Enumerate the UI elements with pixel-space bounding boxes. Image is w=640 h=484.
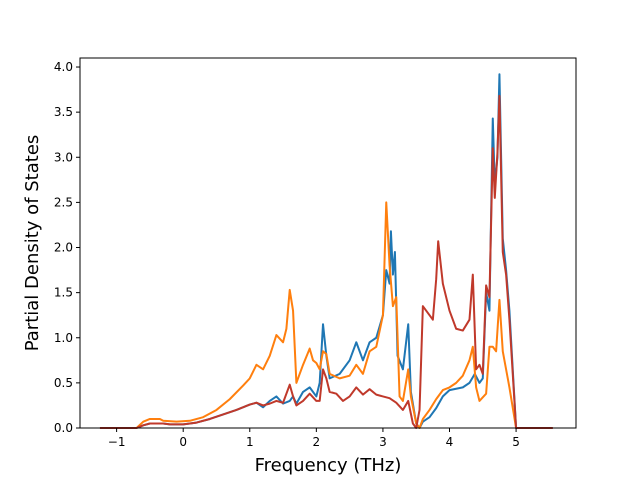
x-tick-label: 1: [246, 435, 254, 449]
axes-layer: [79, 57, 577, 429]
y-tick-label: 2.5: [54, 195, 73, 209]
ticks-layer: −1 0 1 2 3 4 5 0.0 0.5 1.0 1.5 2.0 2.5 3.0 3.5 4.0: [54, 60, 520, 449]
y-tick-label: 0.5: [54, 376, 73, 390]
series-line-1: [99, 73, 553, 429]
y-tick-label: 1.5: [54, 286, 73, 300]
series-line-3: [99, 94, 553, 429]
y-axis-label: Partial Density of States: [22, 135, 43, 352]
x-tick-label: 4: [446, 435, 454, 449]
y-tick-label: 0.0: [54, 421, 73, 435]
series-layer: [99, 73, 553, 429]
y-tick-label: 3.5: [54, 105, 73, 119]
y-tick-label: 2.0: [54, 241, 73, 255]
y-tick-label: 1.0: [54, 331, 73, 345]
x-tick-label: 5: [512, 435, 520, 449]
x-tick-label: −1: [108, 435, 126, 449]
y-tick-label: 4.0: [54, 60, 73, 74]
x-tick-label: 2: [313, 435, 321, 449]
x-tick-label: 3: [379, 435, 387, 449]
x-tick-label: 0: [179, 435, 187, 449]
plot-frame: [79, 57, 577, 429]
series-line-2: [99, 201, 553, 429]
x-axis-label: Frequency (THz): [255, 455, 402, 476]
y-tick-label: 3.0: [54, 150, 73, 164]
